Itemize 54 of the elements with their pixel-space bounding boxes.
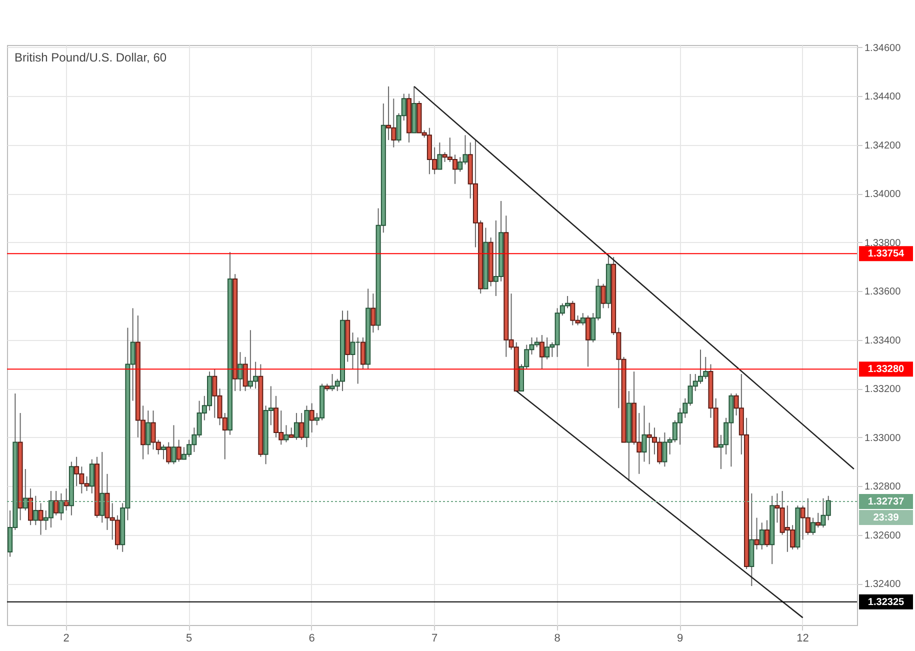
ref-line-label: 1.33280 bbox=[868, 364, 905, 376]
candlestick bbox=[759, 522, 764, 550]
ref-line-label: 1.33754 bbox=[868, 248, 905, 260]
y-tick-label: 1.34200 bbox=[864, 140, 902, 152]
candlestick bbox=[816, 512, 821, 528]
candlestick bbox=[309, 402, 314, 433]
y-tick-label: 1.33600 bbox=[864, 286, 902, 298]
candlestick bbox=[54, 490, 59, 516]
x-tick-label: 7 bbox=[431, 632, 438, 644]
x-tick-label: 6 bbox=[308, 632, 315, 644]
candlestick bbox=[242, 356, 248, 392]
y-tick-label: 1.34400 bbox=[864, 92, 902, 103]
y-tick-label: 1.33200 bbox=[864, 384, 902, 396]
text: British Pound/U.S. Dollar, 60 bbox=[14, 50, 167, 64]
y-tick-label: 1.32600 bbox=[864, 530, 902, 542]
candlestick bbox=[284, 424, 289, 443]
x-tick-label: 2 bbox=[63, 632, 70, 644]
candlestick bbox=[539, 334, 544, 370]
text: 23:39 bbox=[873, 512, 900, 524]
candlestick bbox=[64, 488, 69, 511]
y-tick-label: 1.33400 bbox=[864, 335, 902, 346]
ref-line-label: 1.32737 bbox=[868, 496, 905, 508]
y-tick-label: 1.33000 bbox=[864, 432, 902, 444]
candlestick bbox=[171, 424, 176, 465]
candlestick bbox=[299, 412, 304, 440]
candlestick bbox=[89, 458, 94, 494]
candlestick bbox=[370, 293, 376, 334]
candlestick bbox=[38, 502, 44, 536]
candlestick bbox=[146, 410, 151, 455]
candlestick bbox=[166, 442, 172, 465]
candlestick bbox=[810, 517, 816, 536]
candlestick bbox=[764, 520, 770, 548]
candlestick bbox=[580, 312, 586, 326]
candlestick bbox=[238, 352, 243, 392]
candlestick bbox=[585, 315, 590, 368]
y-tick-label: 1.32400 bbox=[864, 579, 902, 590]
y-tick-label: 1.34000 bbox=[864, 189, 902, 200]
candlestick bbox=[360, 336, 366, 370]
candlestick bbox=[294, 412, 299, 440]
candlestick bbox=[642, 405, 647, 462]
x-tick-label: 8 bbox=[554, 632, 560, 644]
candlestick bbox=[754, 517, 760, 550]
candlestick bbox=[288, 427, 294, 438]
x-tick-label: 5 bbox=[186, 632, 192, 644]
x-tick-label: 12 bbox=[796, 632, 809, 644]
y-tick-label: 1.32800 bbox=[864, 482, 902, 493]
candlestick bbox=[28, 488, 34, 526]
candlestick bbox=[161, 444, 166, 460]
y-tick-label: 1.34600 bbox=[864, 42, 902, 54]
ref-line-label: 1.32325 bbox=[868, 596, 905, 608]
candlestick bbox=[437, 142, 442, 170]
candlestick bbox=[176, 439, 182, 462]
candlestick bbox=[600, 283, 606, 309]
x-tick-label: 9 bbox=[676, 632, 684, 644]
